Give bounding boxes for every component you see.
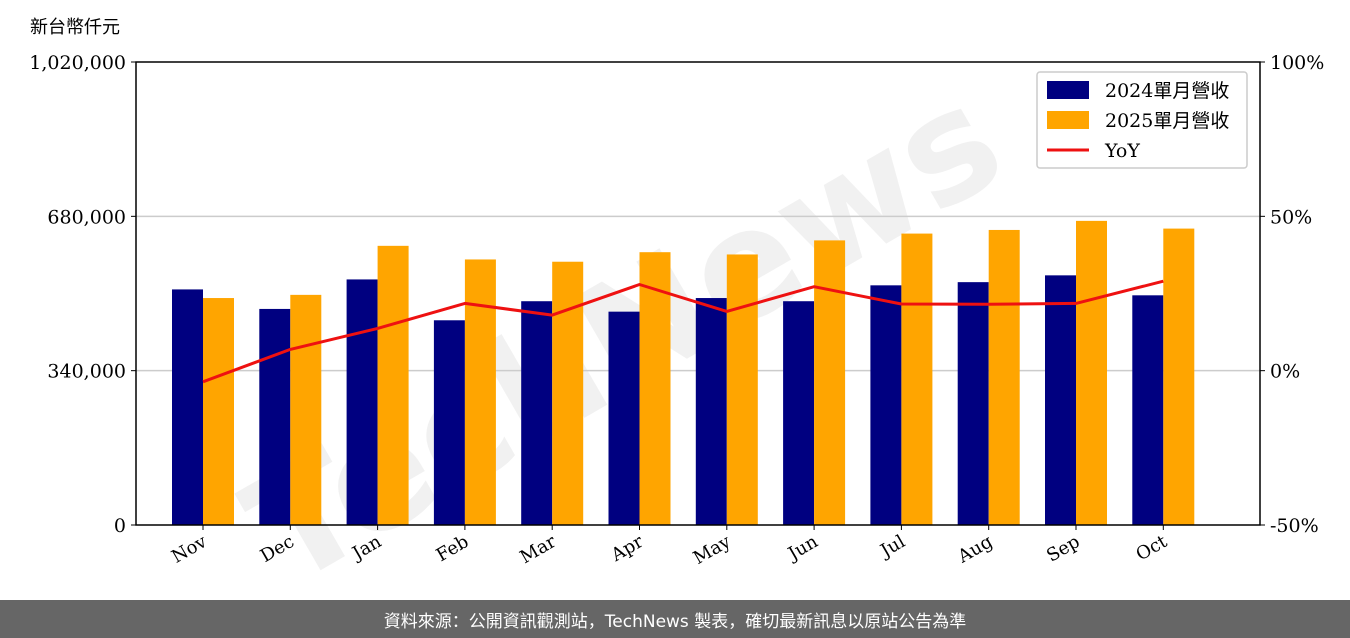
y-unit-label: 新台幣仟元 [30,17,120,38]
x-tick-label: Jul [875,531,909,563]
bar-2024-mar [521,301,553,525]
x-tick-label: Oct [1133,531,1172,566]
bar-2024-may [695,298,727,525]
legend-swatch [1047,81,1089,99]
source-text: 資料來源：公開資訊觀測站，TechNews 製表，確切最新訊息以原站公告為準 [383,611,967,632]
bar-2024-jan [346,279,378,525]
y-right-tick-label: 0% [1270,361,1300,383]
plot-frame [135,61,1261,526]
bar-2024-aug [957,282,989,525]
legend-label: 2024單月營收 [1105,80,1229,102]
bar-2024-sep [1045,275,1076,525]
bar-2024-dec [259,308,291,525]
x-tick-label: Mar [516,531,560,568]
x-tick-label: Apr [607,531,647,566]
bar-2025-feb [464,259,496,525]
y-left-tick-label: 1,020,000 [29,52,126,74]
bar-2025-jul [901,233,933,526]
y-right-tick-label: 100% [1270,52,1324,74]
bar-2025-nov [203,298,234,525]
y-right-tick-label: -50% [1270,515,1319,537]
legend-label: 2025單月營收 [1105,110,1229,132]
chart: TechNews NovDecJanFebMarAprMayJunJulAugS… [29,17,1324,600]
x-tick-label: Aug [954,531,997,568]
x-tick-label: Sep [1043,531,1083,566]
bar-2024-apr [608,311,640,525]
bar-2025-sep [1076,220,1107,525]
x-tick-label: Nov [168,531,211,568]
bar-2025-apr [639,252,671,526]
bar-2025-jun [814,240,846,525]
y-left-tick-label: 340,000 [47,361,126,383]
legend-label: YoY [1104,140,1140,162]
bar-2025-mar [552,261,584,525]
x-tick-label: May [690,531,735,569]
bar-2024-nov [172,289,203,525]
bar-2025-dec [290,294,322,525]
bar-2024-feb [433,320,465,525]
bars [172,220,1195,526]
bar-2025-aug [988,229,1020,525]
x-tick-label: Jun [783,531,822,566]
bar-2025-oct [1163,228,1195,525]
bar-2024-jun [783,301,815,525]
legend-box [1036,71,1248,169]
bar-2025-jan [377,245,409,525]
yoy-line-layer [202,279,1164,384]
legend: 2024單月營收 2025單月營收 YoY [1036,71,1248,169]
y-right-tick-label: 50% [1270,206,1312,228]
legend-swatch [1047,111,1089,129]
yoy-line [202,279,1164,384]
bar-2024-jul [870,285,902,525]
source-footer: 資料來源：公開資訊觀測站，TechNews 製表，確切最新訊息以原站公告為準 [0,600,1350,638]
bar-2024-oct [1132,295,1164,525]
y-left-tick-label: 0 [114,515,126,537]
bar-2025-may [726,254,758,525]
y-left-tick-label: 680,000 [47,206,126,228]
